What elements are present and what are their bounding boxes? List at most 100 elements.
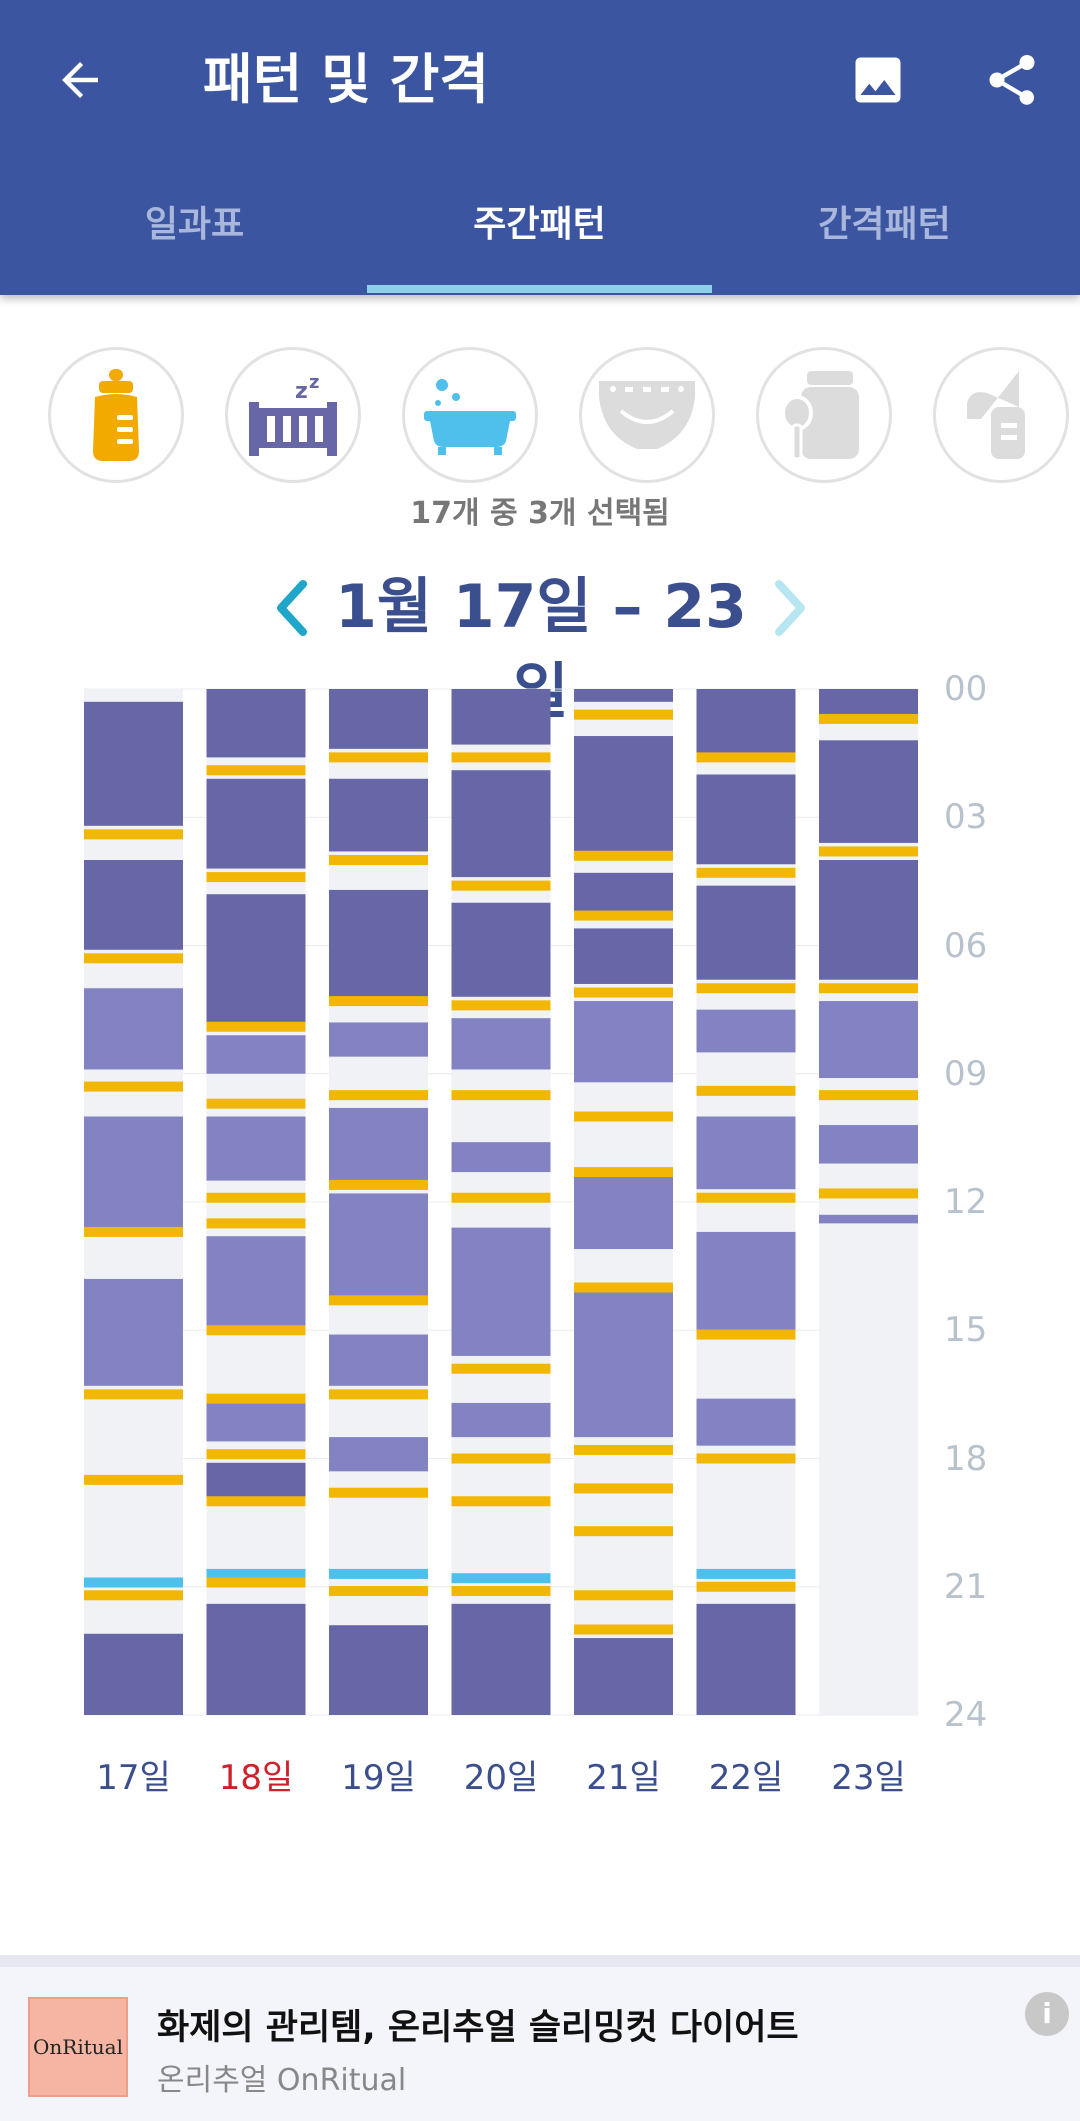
feeding-mark xyxy=(206,1021,306,1032)
sleep-bar xyxy=(819,860,918,980)
feeding-mark xyxy=(574,1282,673,1293)
hour-tick-label: 00 xyxy=(944,669,988,709)
sleep-bar xyxy=(574,689,673,702)
nap-bar xyxy=(451,1402,551,1438)
feeding-mark xyxy=(574,1167,673,1178)
feeding-mark xyxy=(84,829,183,840)
svg-text:z: z xyxy=(295,379,308,404)
feeding-mark xyxy=(329,1389,428,1400)
hour-tick-label: 24 xyxy=(944,1695,988,1735)
hour-tick-label: 12 xyxy=(944,1182,988,1222)
feeding-mark xyxy=(574,1526,673,1537)
feeding-mark xyxy=(206,1393,306,1404)
feeding-mark xyxy=(574,910,673,921)
feeding-mark xyxy=(696,983,796,994)
nap-bar xyxy=(329,1022,428,1057)
sleep-bar xyxy=(574,872,673,912)
sleep-bar xyxy=(451,1603,551,1715)
sleep-bar xyxy=(329,689,428,749)
feeding-mark xyxy=(819,846,918,857)
feeding-mark xyxy=(819,983,918,994)
feeding-mark xyxy=(574,1590,673,1601)
feeding-mark xyxy=(574,1483,673,1494)
ad-info-icon[interactable]: i xyxy=(1025,1992,1069,2036)
nap-bar xyxy=(696,1231,796,1331)
feeding-mark xyxy=(329,1179,428,1190)
diaper-icon xyxy=(599,381,695,449)
feeding-mark xyxy=(451,1586,551,1597)
ad-title[interactable]: 화제의 관리템, 온리추얼 슬리밍컷 다이어트 xyxy=(157,2008,799,2048)
category-baby-food[interactable] xyxy=(756,347,892,483)
feeding-mark xyxy=(696,1453,796,1464)
category-bath[interactable] xyxy=(402,347,538,483)
share-button[interactable] xyxy=(972,40,1052,120)
category-breast-pump[interactable] xyxy=(933,347,1069,483)
sleep-bar xyxy=(574,736,673,852)
previous-week-button[interactable] xyxy=(262,565,322,650)
feeding-mark xyxy=(451,1363,551,1374)
back-button[interactable] xyxy=(40,40,120,120)
sleep-bar xyxy=(206,1603,306,1715)
arrow-left-icon xyxy=(62,62,98,98)
day-column-background xyxy=(819,689,918,1715)
hour-tick-label: 03 xyxy=(944,797,988,838)
tab-daily-schedule[interactable]: 일과표 xyxy=(144,204,245,245)
feeding-mark xyxy=(574,987,673,998)
nap-bar xyxy=(574,1172,673,1250)
sleep-bar xyxy=(329,889,428,997)
next-week-button[interactable] xyxy=(760,565,820,650)
sleep-bar xyxy=(451,689,551,745)
tab-weekly-pattern[interactable]: 주간패턴 xyxy=(473,204,606,245)
ad-banner[interactable]: OnRitual 화제의 관리템, 온리추얼 슬리밍컷 다이어트 온리추얼 On… xyxy=(0,1955,1080,2121)
bath-mark xyxy=(696,1568,796,1579)
feeding-mark xyxy=(696,1192,796,1203)
feeding-mark xyxy=(84,1389,183,1400)
sleep-bar xyxy=(84,1633,183,1715)
nap-bar xyxy=(451,1227,551,1356)
page-title: 패턴 및 간격 xyxy=(203,48,489,111)
feeding-mark xyxy=(84,1081,183,1092)
image-export-button[interactable] xyxy=(838,40,918,120)
sleep-bar xyxy=(206,1462,306,1497)
ad-logo: OnRitual xyxy=(28,1997,128,2097)
nap-bar xyxy=(329,1334,428,1386)
feeding-mark xyxy=(329,1295,428,1306)
bath-mark xyxy=(84,1577,183,1588)
category-feeding[interactable] xyxy=(48,347,184,483)
nap-bar xyxy=(206,1398,306,1442)
feeding-mark xyxy=(451,1000,551,1011)
tab-interval-pattern[interactable]: 간격패턴 xyxy=(818,204,951,245)
sleep-bar xyxy=(819,689,918,715)
sleep-bar xyxy=(329,1625,428,1715)
day-label: 21일 xyxy=(586,1758,661,1798)
nap-bar xyxy=(84,1278,183,1386)
feeding-mark xyxy=(329,1090,428,1101)
sleep-bar xyxy=(451,770,551,878)
feeding-mark xyxy=(84,1226,183,1237)
category-diaper[interactable] xyxy=(579,347,715,483)
feeding-mark xyxy=(574,1624,673,1635)
nap-bar xyxy=(206,1116,306,1181)
nap-bar xyxy=(84,1116,183,1228)
feeding-mark xyxy=(451,1090,551,1101)
baby-bottle-icon xyxy=(93,369,139,461)
day-label: 22일 xyxy=(708,1758,784,1798)
category-sleep[interactable]: z z xyxy=(225,347,361,483)
feeding-mark xyxy=(451,1496,551,1507)
nap-bar xyxy=(696,1116,796,1190)
nap-bar xyxy=(696,1398,796,1446)
day-label: 17일 xyxy=(96,1758,171,1798)
feeding-mark xyxy=(329,1586,428,1597)
sleep-bar xyxy=(696,1603,796,1715)
sleep-bar xyxy=(206,689,306,758)
sleep-bar xyxy=(574,928,673,984)
chevron-left-icon xyxy=(277,579,307,636)
feeding-mark xyxy=(574,709,673,720)
nap-bar xyxy=(819,1214,918,1224)
share-icon xyxy=(989,55,1035,105)
sleep-bar xyxy=(696,689,796,754)
feeding-mark xyxy=(206,872,306,883)
day-label: 18일 xyxy=(218,1758,294,1798)
nap-bar xyxy=(329,1437,428,1472)
feeding-mark xyxy=(696,1581,796,1592)
